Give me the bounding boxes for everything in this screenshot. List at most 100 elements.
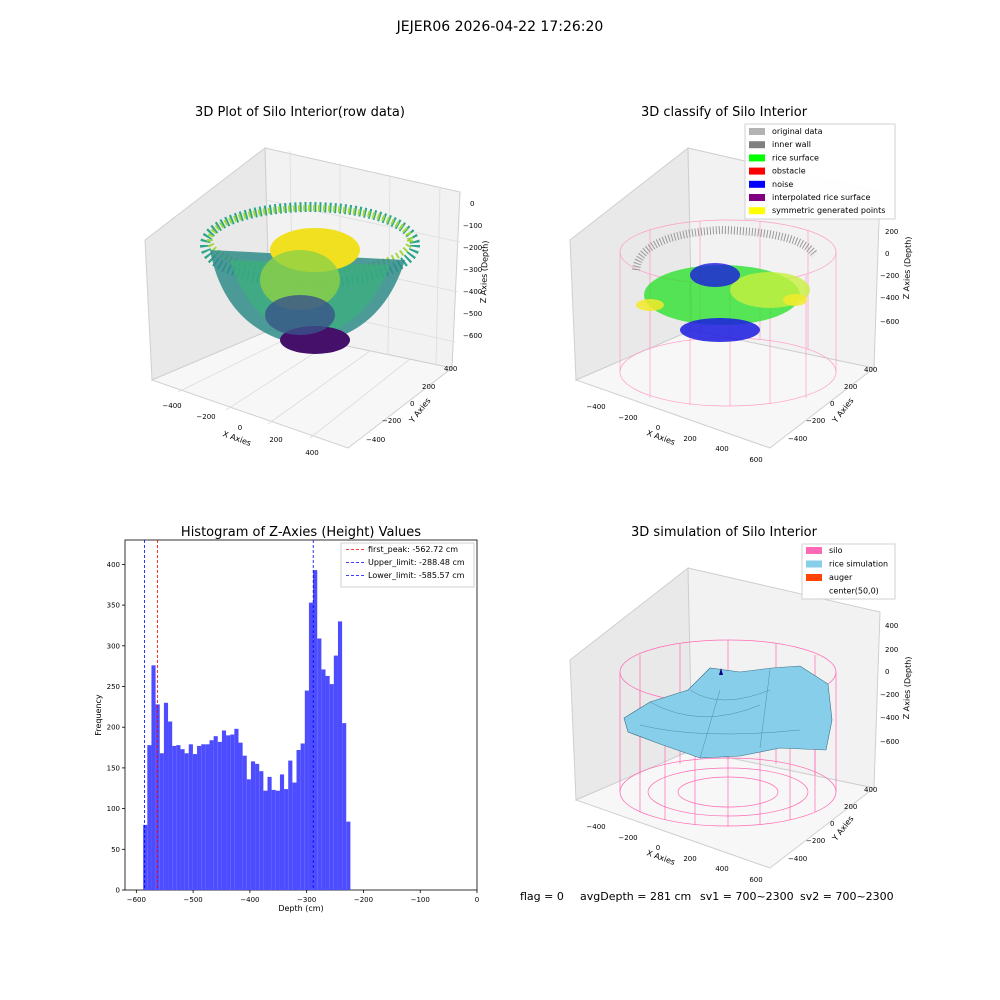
hist-bar [313,570,318,890]
raw-ztick: −300 [463,266,482,274]
classify-ytick: −400 [788,435,807,443]
classify-legend-label: obstacle [772,167,806,176]
hist-title: Histogram of Z-Axies (Height) Values [181,525,421,540]
hist-bar [217,741,222,890]
hist-bar [234,728,239,890]
hist-bar [333,655,338,890]
simulation-tick-labels: −400 −200 0 200 400 600 400 200 0 −200 −… [586,622,899,884]
simulation-xlabel: X Axies [645,848,676,867]
raw-xtick: 200 [269,436,282,444]
sim-xtick: 200 [683,855,696,863]
classify-xtick: 200 [683,435,696,443]
raw-title: 3D Plot of Silo Interior(row data) [195,105,405,120]
classify-ytick: 400 [864,366,877,374]
hist-bar [246,779,251,890]
classify-legend-label: rice surface [772,153,819,162]
hist-ytick-label: 300 [107,642,120,650]
classify-legend-swatch [749,180,765,188]
classify-ztick: −400 [880,294,899,302]
hist-bar [267,776,272,890]
hist-bar [188,744,193,890]
classify-xtick: 0 [656,424,660,432]
simulation-title: 3D simulation of Silo Interior [631,525,818,540]
classify-legend-label: noise [772,180,793,189]
classify-xlabel: X Axies [645,428,676,447]
hist-bar [250,761,256,890]
raw-xlabel: X Axies [221,429,252,448]
hist-xtick-label: −200 [354,896,373,904]
hist-bar [288,760,293,890]
hist-legend-label: Lower_limit: -585.57 cm [368,571,465,580]
classify-ztick: 200 [885,228,898,236]
classify-ytick: −200 [806,417,825,425]
raw-zlabel: Z Axies (Depth) [479,240,490,303]
classify-title: 3D classify of Silo Interior [641,105,808,120]
hist-bar [184,753,189,890]
sim-ztick: −400 [880,714,899,722]
raw-ztick: 0 [470,200,474,208]
raw-xtick: 0 [238,424,242,432]
sim-ztick: 0 [885,668,889,676]
hist-legend-label: Upper_limit: -288.48 cm [368,558,465,567]
sim-legend-label: center(50,0) [829,587,879,596]
hist-bar [346,821,351,890]
hist-bar [337,621,343,890]
classify-legend-swatch [749,128,765,135]
sim-xtick: 600 [749,876,762,884]
hist-bars [143,570,351,890]
hist-ytick-label: 0 [116,887,120,895]
status-avg-depth: avgDepth = 281 cm [580,890,691,903]
hist-xtick-label: −300 [297,896,316,904]
raw-ztick: −200 [463,244,482,252]
sim-xtick: 400 [715,865,728,873]
hist-yticks: 0 50 100 150 200 250 300 350 400 [107,561,125,895]
status-sv1: sv1 = 700~2300 [700,890,794,903]
classify-xtick: 600 [749,456,762,464]
raw-xtick: −200 [196,413,215,421]
hist-bar [201,744,206,890]
hist-xlabel: Depth (cm) [278,904,323,913]
panel-histogram: Histogram of Z-Axies (Height) Values −60… [94,525,479,913]
hist-bar [168,721,173,890]
classify-xtick: 400 [715,445,728,453]
sim-legend-swatch [806,560,822,568]
raw-ytick: −400 [366,436,385,444]
hist-bar [259,771,264,890]
sim-ztick: 200 [885,646,898,654]
sim-xtick: −200 [618,834,637,842]
raw-ztick: −400 [463,288,482,296]
sim-legend-label: rice simulation [829,560,888,569]
classify-ztick: 0 [885,250,889,258]
classify-zlabel: Z Axies (Depth) [902,236,913,299]
hist-bar [151,665,156,890]
hist-bar [159,753,164,890]
simulation-legend: silo rice simulation auger center(50,0) [801,543,896,600]
sim-legend-swatch [806,547,822,554]
classify-legend: original data inner wall rice surface obsta… [744,123,896,220]
hist-bar [213,736,218,890]
hist-bar [255,763,260,890]
raw-ztick: −100 [463,222,482,230]
hist-bar [226,735,231,890]
raw-ytick: 200 [422,383,435,391]
hist-ytick-label: 100 [107,805,120,813]
sim-ytick: 200 [844,803,857,811]
sim-ytick: −200 [806,837,825,845]
hist-bar [321,669,326,890]
raw-ytick: 400 [444,365,457,373]
sim-ztick: 400 [885,622,898,630]
hist-bar [242,755,247,890]
classify-ytick: 200 [844,383,857,391]
hist-bar [308,602,314,890]
sim-legend-label: silo [829,546,843,555]
classify-ytick: 0 [830,400,834,408]
hist-ytick-label: 50 [111,846,120,854]
raw-ztick: −500 [463,310,482,318]
hist-bar [292,782,297,890]
sim-ytick: 0 [830,820,834,828]
hist-bar [209,740,214,890]
hist-bar [279,774,285,890]
status-flag: flag = 0 [520,890,564,903]
hist-bar [176,745,181,890]
